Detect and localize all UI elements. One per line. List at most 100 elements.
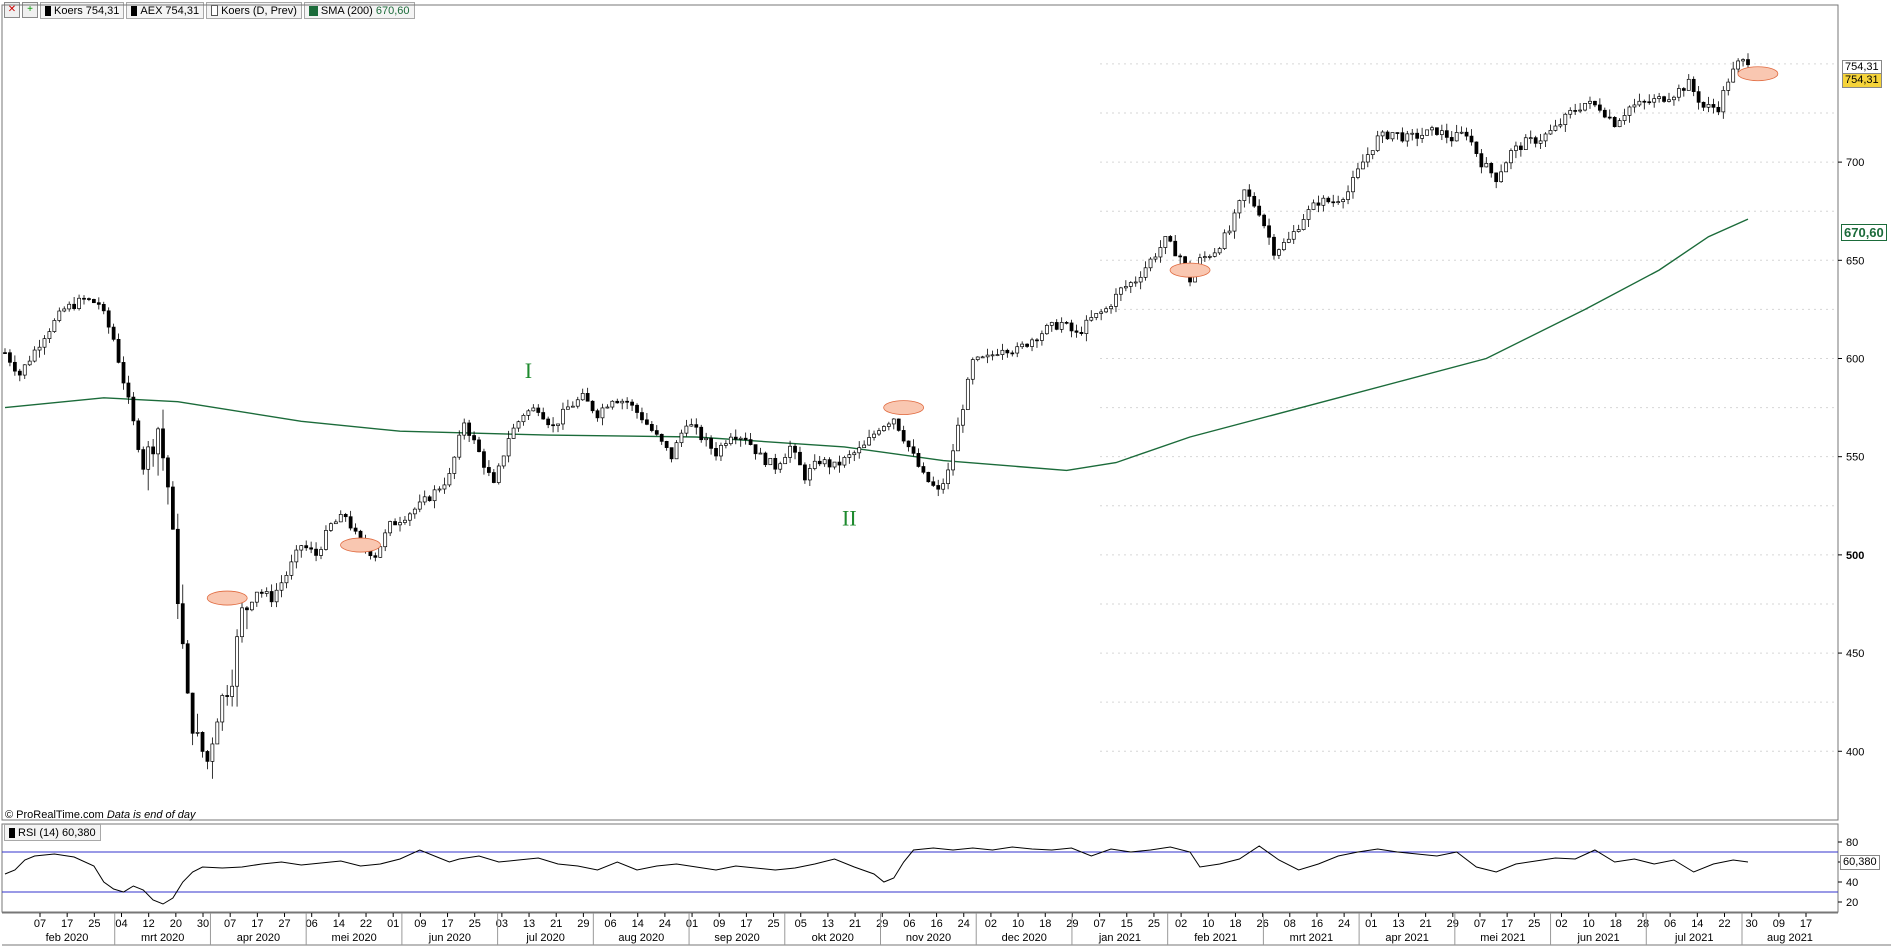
candle	[822, 456, 827, 467]
candle-body	[975, 356, 980, 360]
candle	[837, 455, 842, 473]
candle	[72, 296, 77, 311]
candle-body	[1593, 100, 1597, 106]
candle	[220, 693, 225, 731]
candle	[17, 368, 22, 382]
annotation-ellipse	[1169, 262, 1211, 278]
x-month-label: nov 2020	[906, 932, 951, 944]
candle	[1306, 205, 1311, 227]
candle-body	[1390, 132, 1395, 140]
candle-body	[748, 439, 753, 445]
candle	[299, 545, 304, 558]
x-day-label: 13	[822, 918, 834, 930]
candle	[1622, 108, 1627, 125]
candle	[1662, 95, 1666, 103]
legend-koers-prev[interactable]: Koers (D, Prev)	[206, 2, 302, 19]
candle-body	[383, 532, 388, 548]
candle-body	[17, 370, 22, 376]
candle-body	[487, 467, 491, 473]
candle	[561, 402, 565, 430]
x-day-label: 17	[61, 918, 73, 930]
candle	[699, 424, 704, 443]
candle	[842, 455, 847, 468]
candle-body	[343, 514, 348, 518]
legend-rsi-value: 60,380	[61, 826, 96, 839]
x-month-label: apr 2021	[1385, 932, 1428, 944]
candle-body	[1365, 154, 1370, 163]
sma-value-box: 670,60	[1841, 224, 1887, 241]
x-day-label: 10	[1583, 918, 1595, 930]
candle-body	[235, 636, 239, 687]
candle-body	[1420, 134, 1424, 139]
x-month-label: mei 2020	[332, 932, 377, 944]
candle	[1617, 118, 1622, 128]
x-month-label: jun 2020	[428, 932, 471, 944]
candle	[1676, 84, 1681, 102]
candle-body	[714, 448, 718, 457]
candle	[526, 409, 531, 420]
candle-body	[743, 437, 748, 440]
x-day-label: 15	[1121, 918, 1133, 930]
candle-body	[1158, 247, 1163, 258]
candle-body	[1296, 229, 1301, 232]
legend-rsi[interactable]: RSI (14) 60,380	[4, 824, 101, 841]
candle	[210, 737, 215, 779]
candle	[87, 297, 91, 302]
candle	[180, 584, 185, 649]
candle	[610, 400, 615, 410]
candle	[1128, 281, 1133, 294]
candle-body	[640, 412, 644, 421]
candle	[294, 545, 299, 569]
candle-body	[1652, 98, 1657, 103]
candle-body	[664, 441, 669, 448]
candle-body	[452, 456, 457, 474]
candle	[1405, 130, 1410, 147]
chart-toolbar: ✕ + Koers 754,31 AEX 754,31 Koers (D, Pr…	[4, 2, 415, 20]
candle-body	[965, 378, 970, 410]
candle	[1657, 92, 1662, 103]
candle-body	[403, 519, 407, 523]
legend-aex[interactable]: AEX 754,31	[126, 2, 205, 19]
candle-body	[269, 591, 274, 603]
candle	[921, 462, 926, 475]
candle	[1148, 257, 1153, 272]
add-icon[interactable]: +	[22, 2, 38, 18]
candle	[931, 476, 936, 487]
x-day-label: 29	[577, 918, 589, 930]
candle	[1597, 98, 1602, 113]
candle	[1114, 288, 1118, 313]
x-day-label: 13	[523, 918, 535, 930]
candle	[763, 451, 768, 468]
x-day-label: 02	[985, 918, 997, 930]
candle-body	[289, 561, 294, 576]
legend-koers[interactable]: Koers 754,31	[40, 2, 125, 19]
candle	[1138, 271, 1143, 290]
legend-sma[interactable]: SMA (200) 670,60	[303, 2, 415, 19]
candle-body	[1518, 145, 1523, 150]
rsi-legend[interactable]: RSI (14) 60,380	[4, 824, 101, 841]
candle	[773, 453, 778, 474]
candle	[807, 463, 812, 487]
candle	[412, 507, 417, 519]
candle-body	[852, 452, 857, 456]
candle	[91, 298, 96, 304]
candle-body	[1548, 130, 1553, 135]
candle-body	[768, 457, 773, 466]
candle	[946, 462, 950, 490]
candle	[659, 433, 664, 445]
candle-body	[1306, 209, 1311, 220]
legend-koers-value: 754,31	[85, 4, 120, 17]
candle-body	[1267, 225, 1271, 238]
candle	[314, 542, 318, 562]
candle-body	[408, 513, 412, 521]
close-icon[interactable]: ✕	[4, 2, 20, 18]
candle-body	[1459, 131, 1464, 134]
candle-body	[1336, 201, 1341, 204]
candle-body	[254, 591, 259, 603]
candle	[126, 375, 131, 404]
candle-body	[1247, 189, 1252, 197]
candle-body	[1454, 132, 1459, 142]
candle-body	[570, 405, 575, 408]
candle-body	[1662, 96, 1666, 102]
